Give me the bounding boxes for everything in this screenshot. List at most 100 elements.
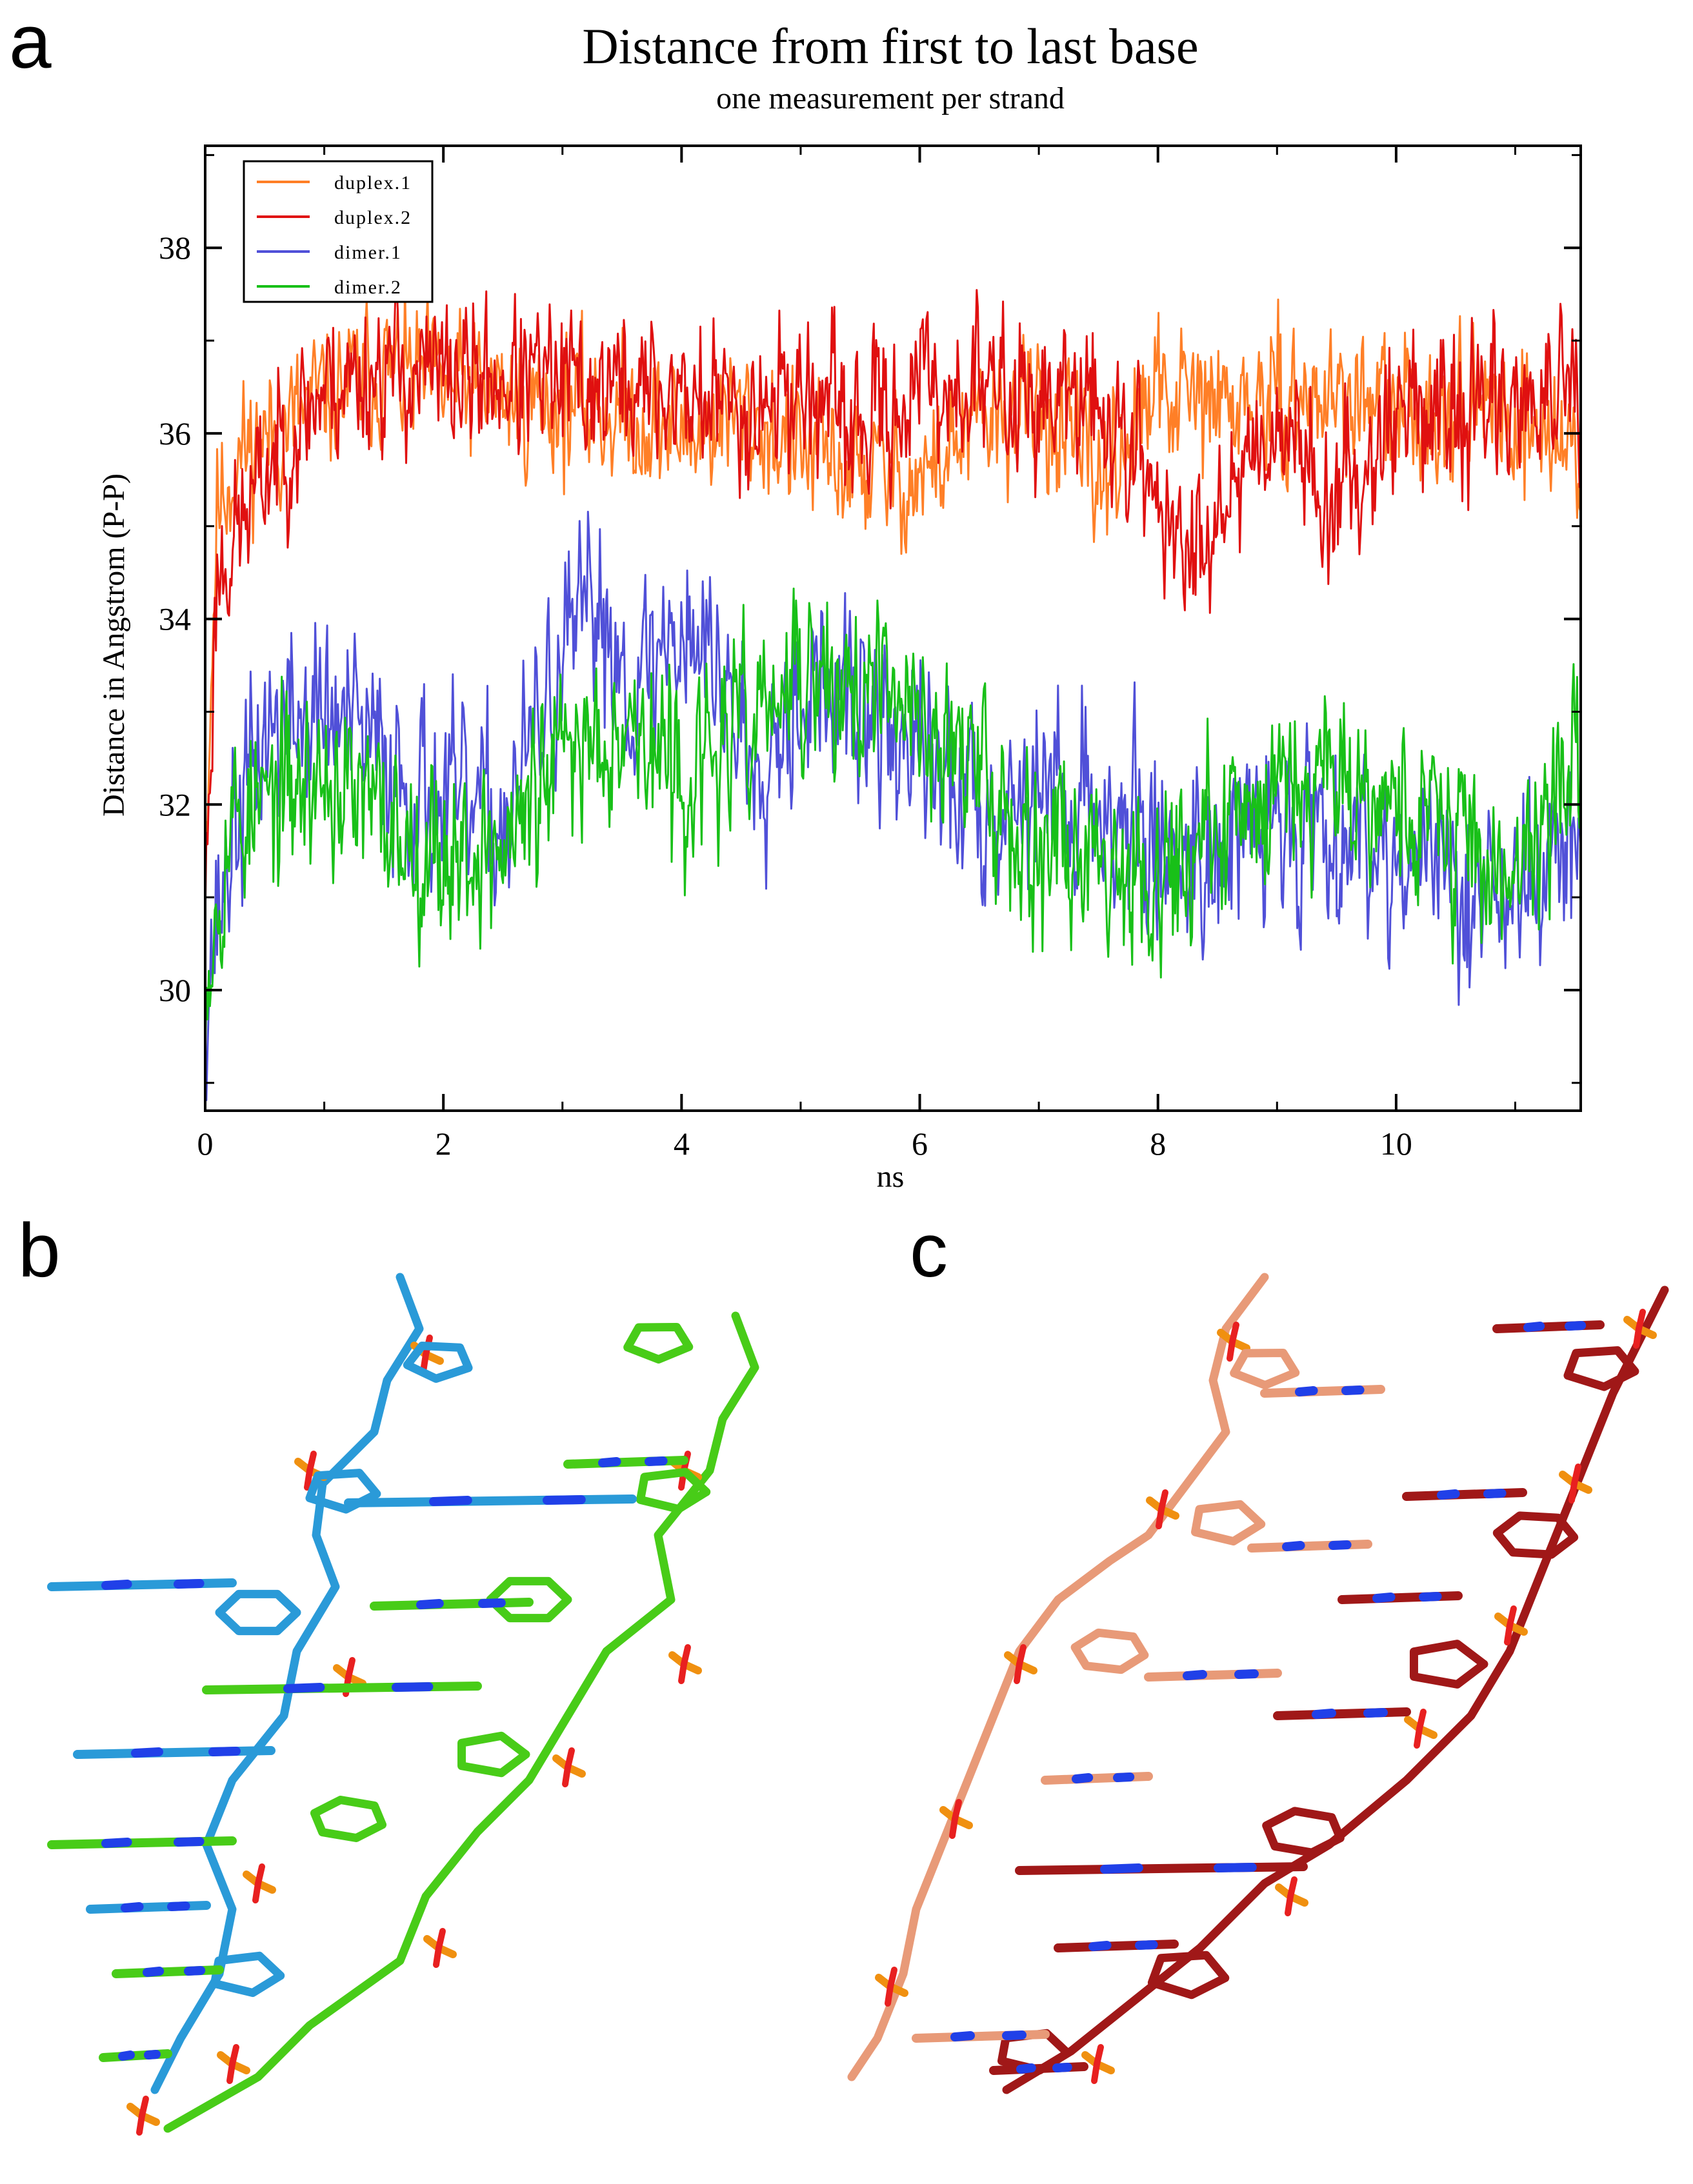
bond [1113,1772,1135,1782]
bond [215,1589,301,1636]
bond [562,1764,571,1787]
bond [47,1836,237,1849]
bond [1002,2030,1027,2040]
y-tick-label: 32 [159,786,191,822]
bond [1262,1807,1345,1857]
bond [121,1902,144,1912]
legend-label: dimer.1 [334,242,402,263]
bond [1100,1863,1143,1874]
plot-frame [204,144,1582,1112]
chart-title: Distance from first to last base [582,18,1198,74]
bond [143,1967,165,1977]
bond [283,1683,325,1693]
bond [1504,1622,1513,1645]
bond [167,1901,190,1911]
ticks-layer: 0 2 4 6 8 10 30 32 34 36 38 [159,146,1581,1162]
bond [73,1746,275,1759]
bond [1014,1661,1023,1684]
x-tick-label: 6 [912,1126,928,1162]
bond [210,1951,285,1998]
bond [1002,1286,1669,2094]
bond [252,1880,261,1903]
bond [1070,1628,1149,1674]
panel-label-c: c [910,1208,948,1293]
bond [131,1747,163,1758]
bond [1072,1773,1094,1783]
panel-label-b: b [18,1208,61,1293]
series-line-dimer-1 [204,510,1582,1102]
bond [136,2112,145,2136]
bond [118,2050,135,2061]
legend: duplex.1 duplex.2 dimer.1 dimer.2 [243,160,434,303]
bond [1633,1325,1642,1349]
bond [1016,2063,1036,2074]
bond [1227,1338,1236,1362]
bond [1363,1708,1388,1718]
bond [1563,1346,1639,1391]
line-chart: Distance from first to last base one mea… [97,18,1582,1194]
bond [1492,1511,1579,1559]
bond [1372,1593,1396,1603]
bond [1282,1541,1305,1551]
bond [1523,1322,1545,1332]
bond [344,1494,637,1507]
x-tick-label: 4 [674,1126,690,1162]
chart-subtitle: one measurement per strand [716,81,1065,115]
bond [429,1496,472,1506]
y-tick-label: 34 [159,601,191,637]
legend-label: duplex.2 [334,207,412,228]
bond [416,1599,444,1609]
bond [1190,1500,1266,1546]
bond [101,1580,132,1590]
bond [1214,1863,1257,1872]
y-tick-label: 30 [159,972,191,1008]
bond [163,1311,759,2133]
bond [1091,2061,1100,2084]
bond [433,1945,442,1968]
x-tick-label: 10 [1380,1126,1412,1162]
series-layer [204,283,1582,1102]
panel-label-a: a [9,0,52,84]
bond [403,1341,473,1383]
bond [1414,1725,1423,1749]
bond [950,2031,975,2041]
bond [1088,1941,1112,1951]
legend-label: duplex.1 [334,172,412,194]
series-line-duplex-2 [204,283,1582,921]
bond [304,1467,313,1491]
bond [1341,1385,1365,1395]
bond [885,1983,894,2007]
bond [1565,1321,1587,1331]
molecule-b [47,1273,759,2136]
bond [949,1816,958,1839]
bond [457,1731,530,1778]
y-axis-label: Distance in Angstrom (P-P) [97,473,131,817]
y-tick-label: 36 [159,415,191,452]
molecule-c [847,1273,1669,2094]
bond [1419,1592,1442,1602]
bond [1015,1862,1308,1875]
bond [598,1457,621,1467]
bond [1285,1893,1294,1916]
bond [1568,1480,1578,1504]
bond [310,1796,387,1842]
bond [623,1323,694,1364]
x-tick-label: 8 [1150,1126,1166,1162]
y-tick-label: 38 [159,230,191,266]
bond [208,1747,241,1756]
bond [636,1467,711,1514]
bond [1312,1709,1336,1719]
legend-label: dimer.2 [334,277,402,298]
legend-box [243,160,434,303]
bond [847,1273,1269,2081]
bond [1437,1489,1460,1500]
x-axis-label: ns [877,1160,905,1194]
bond [370,1598,534,1611]
bond [1052,2063,1072,2072]
series-line-dimer-2 [204,588,1582,1060]
bond [1295,1386,1318,1396]
bond [1183,1670,1207,1680]
bond [101,1838,132,1848]
bond [1483,1489,1507,1498]
bond [47,1578,237,1591]
